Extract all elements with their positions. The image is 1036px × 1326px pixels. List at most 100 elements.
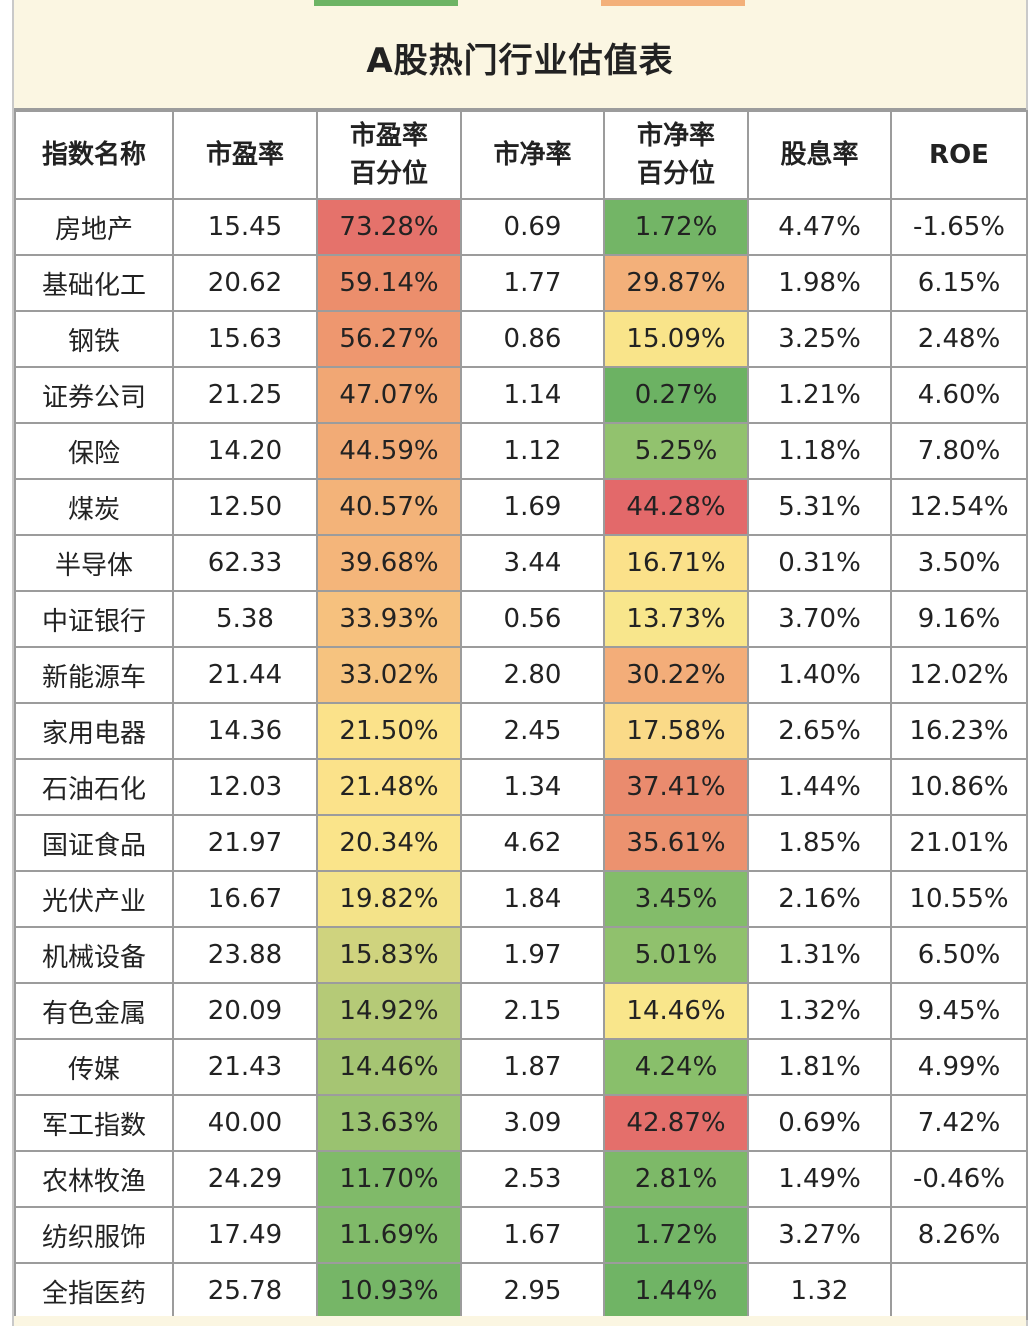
cell-pb-percentile: 5.01%	[603, 926, 749, 984]
cell-roe: 4.60%	[890, 366, 1028, 424]
cell-pb-percentile: 44.28%	[603, 478, 749, 536]
header-label: 市净率	[493, 140, 572, 170]
bottom-strip	[14, 1316, 1026, 1326]
cell-dividend: 1.32	[747, 1262, 892, 1320]
cell-pb-percentile: 16.71%	[603, 534, 749, 592]
cell-index-name: 基础化工	[14, 254, 174, 312]
header-pe: 市盈率	[172, 110, 318, 200]
cell-dividend: 2.16%	[747, 870, 892, 928]
table-row: 家用电器 14.36 21.50% 2.45 17.58% 2.65% 16.23%	[14, 702, 1028, 760]
cell-pb: 1.97	[460, 926, 605, 984]
table-row: 国证食品 21.97 20.34% 4.62 35.61% 1.85% 21.01%	[14, 814, 1028, 872]
cell-roe: 7.80%	[890, 422, 1028, 480]
cell-index-name: 保险	[14, 422, 174, 480]
cell-index-name: 石油石化	[14, 758, 174, 816]
cell-pe: 15.63	[172, 310, 318, 368]
table-row: 光伏产业 16.67 19.82% 1.84 3.45% 2.16% 10.55%	[14, 870, 1028, 928]
cell-dividend: 5.31%	[747, 478, 892, 536]
cell-pb-percentile: 14.46%	[603, 982, 749, 1040]
header-dividend: 股息率	[747, 110, 892, 200]
cell-pe: 17.49	[172, 1206, 318, 1264]
table-row: 农林牧渔 24.29 11.70% 2.53 2.81% 1.49% -0.46%	[14, 1150, 1028, 1208]
table-row: 全指医药 25.78 10.93% 2.95 1.44% 1.32	[14, 1262, 1028, 1320]
cell-dividend: 1.32%	[747, 982, 892, 1040]
cell-pb: 2.95	[460, 1262, 605, 1320]
cell-pb: 2.80	[460, 646, 605, 704]
cell-pb-percentile: 2.81%	[603, 1150, 749, 1208]
cell-index-name: 光伏产业	[14, 870, 174, 928]
cell-pb-percentile: 1.72%	[603, 198, 749, 256]
cell-pb-percentile: 1.44%	[603, 1262, 749, 1320]
cell-pe-percentile: 59.14%	[316, 254, 462, 312]
header-pb: 市净率	[460, 110, 605, 200]
cell-pb: 2.45	[460, 702, 605, 760]
cell-roe: -1.65%	[890, 198, 1028, 256]
cell-pb: 1.87	[460, 1038, 605, 1096]
cell-dividend: 1.44%	[747, 758, 892, 816]
cell-dividend: 3.25%	[747, 310, 892, 368]
cell-dividend: 1.40%	[747, 646, 892, 704]
cell-pb: 0.69	[460, 198, 605, 256]
header-pb-percentile: 市净率 百分位	[603, 110, 749, 200]
cell-pb-percentile: 15.09%	[603, 310, 749, 368]
header-label: 百分位	[636, 159, 715, 189]
cell-pe-percentile: 39.68%	[316, 534, 462, 592]
table-row: 煤炭 12.50 40.57% 1.69 44.28% 5.31% 12.54%	[14, 478, 1028, 536]
cell-index-name: 纺织服饰	[14, 1206, 174, 1264]
cell-index-name: 机械设备	[14, 926, 174, 984]
table-row: 机械设备 23.88 15.83% 1.97 5.01% 1.31% 6.50%	[14, 926, 1028, 984]
top-strip-segment	[314, 0, 458, 6]
header-label: 百分位	[349, 159, 428, 189]
cell-roe: 10.55%	[890, 870, 1028, 928]
cell-dividend: 3.70%	[747, 590, 892, 648]
cell-index-name: 有色金属	[14, 982, 174, 1040]
table-title: A股热门行业估值表	[366, 40, 674, 81]
header-label: 市盈率	[205, 140, 284, 170]
cell-pe-percentile: 14.46%	[316, 1038, 462, 1096]
cell-dividend: 1.18%	[747, 422, 892, 480]
cell-pe: 20.09	[172, 982, 318, 1040]
cell-roe: 12.54%	[890, 478, 1028, 536]
cell-pb: 1.12	[460, 422, 605, 480]
table-row: 证券公司 21.25 47.07% 1.14 0.27% 1.21% 4.60%	[14, 366, 1028, 424]
cell-pe: 21.97	[172, 814, 318, 872]
cell-index-name: 国证食品	[14, 814, 174, 872]
cell-pb-percentile: 4.24%	[603, 1038, 749, 1096]
cell-dividend: 1.49%	[747, 1150, 892, 1208]
cell-index-name: 钢铁	[14, 310, 174, 368]
top-strip-segment	[458, 0, 601, 6]
cell-pe-percentile: 47.07%	[316, 366, 462, 424]
table-frame: A股热门行业估值表 指数名称 市盈率 市盈率 百分位 市净率 市净率 百分位 股息率 ROE 房…	[12, 0, 1028, 1326]
cell-pb: 2.53	[460, 1150, 605, 1208]
cell-pb: 0.56	[460, 590, 605, 648]
cell-pb-percentile: 5.25%	[603, 422, 749, 480]
header-label: 股息率	[780, 140, 859, 170]
cell-dividend: 1.85%	[747, 814, 892, 872]
cell-pb: 0.86	[460, 310, 605, 368]
cell-pe-percentile: 15.83%	[316, 926, 462, 984]
top-strip-segment	[601, 0, 745, 6]
table-row: 保险 14.20 44.59% 1.12 5.25% 1.18% 7.80%	[14, 422, 1028, 480]
table-row: 纺织服饰 17.49 11.69% 1.67 1.72% 3.27% 8.26%	[14, 1206, 1028, 1264]
cell-pb: 1.84	[460, 870, 605, 928]
cell-pb-percentile: 13.73%	[603, 590, 749, 648]
header-label: 市净率	[636, 121, 715, 151]
cell-index-name: 中证银行	[14, 590, 174, 648]
table-row: 有色金属 20.09 14.92% 2.15 14.46% 1.32% 9.45%	[14, 982, 1028, 1040]
cell-roe: 3.50%	[890, 534, 1028, 592]
cell-pb: 1.14	[460, 366, 605, 424]
cell-index-name: 房地产	[14, 198, 174, 256]
cell-index-name: 全指医药	[14, 1262, 174, 1320]
cell-pb-percentile: 17.58%	[603, 702, 749, 760]
cell-pe-percentile: 44.59%	[316, 422, 462, 480]
cell-index-name: 证券公司	[14, 366, 174, 424]
cell-pe: 14.36	[172, 702, 318, 760]
table-row: 房地产 15.45 73.28% 0.69 1.72% 4.47% -1.65%	[14, 198, 1028, 256]
cell-index-name: 半导体	[14, 534, 174, 592]
cell-pe: 21.25	[172, 366, 318, 424]
cell-roe: 7.42%	[890, 1094, 1028, 1152]
cell-pb-percentile: 37.41%	[603, 758, 749, 816]
header-label: ROE	[929, 140, 989, 170]
cell-roe: 9.16%	[890, 590, 1028, 648]
header-roe: ROE	[890, 110, 1028, 200]
